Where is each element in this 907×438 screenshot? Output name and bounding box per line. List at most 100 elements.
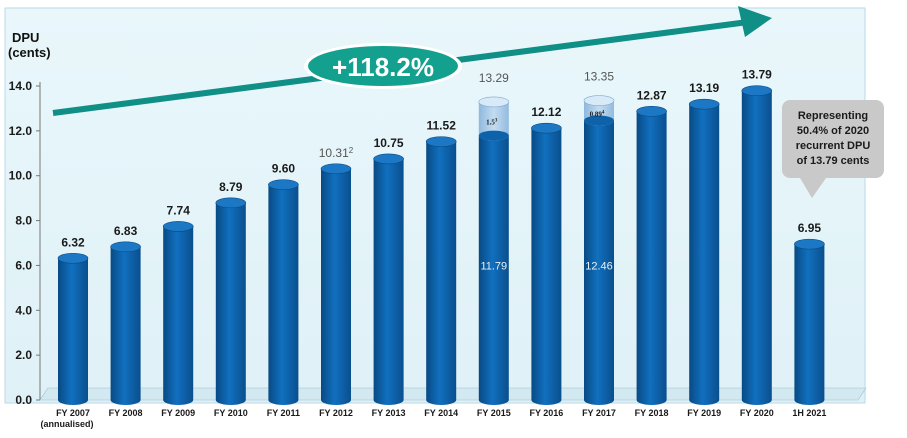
bar-value-label: 12.12 xyxy=(531,105,561,119)
x-tick-label: FY 2015 xyxy=(477,408,511,418)
bar-body xyxy=(636,111,667,405)
bar-body xyxy=(215,202,246,405)
label-layer: 6.32 FY 2007(annualised) 6.83 FY 2008 7.74 FY… xyxy=(40,68,826,429)
bar-cap xyxy=(478,96,510,108)
bar-body xyxy=(58,258,88,405)
bar-layer xyxy=(57,85,825,406)
bar-top-segment xyxy=(478,101,509,141)
segment-footnote: 4 xyxy=(602,111,605,116)
x-tick-label: FY 2012 xyxy=(319,408,353,418)
bar-base-label: 12.46 xyxy=(585,260,613,272)
bar-body xyxy=(794,244,825,405)
y-tick-label: 8.0 xyxy=(15,214,32,228)
bar xyxy=(162,221,194,405)
y-tick-label: 14.0 xyxy=(9,79,33,93)
bar-cap xyxy=(583,95,615,106)
bar-cap xyxy=(425,136,457,147)
x-tick-sublabel: (annualised) xyxy=(40,419,93,429)
y-tick-label: 6.0 xyxy=(15,258,32,272)
bar-cap xyxy=(741,85,773,97)
bar-body xyxy=(689,104,720,405)
bar-cap xyxy=(531,122,562,134)
bar-body xyxy=(321,168,351,405)
bar-cap xyxy=(794,238,825,250)
value-footnote: 2 xyxy=(349,146,354,155)
segment-footnote: 3 xyxy=(495,119,498,124)
callout-line: recurrent DPU xyxy=(796,140,871,152)
bar-value-label: 13.19 xyxy=(689,81,719,95)
bar-cap xyxy=(320,163,352,175)
bar-value-label: 6.83 xyxy=(114,224,138,238)
bar-body xyxy=(741,90,772,406)
bar-body xyxy=(373,158,404,405)
x-tick-label: 1H 2021 xyxy=(792,408,826,418)
bar-value-label: 10.312 xyxy=(319,146,354,160)
y-axis-label-line2: (cents) xyxy=(8,45,51,60)
x-tick-label: FY 2014 xyxy=(424,408,458,418)
callout-line: 50.4% of 2020 xyxy=(797,125,869,137)
y-tick-label: 12.0 xyxy=(9,124,33,138)
growth-label: +118.2% xyxy=(332,52,434,82)
bar-base-segment xyxy=(478,135,509,405)
x-tick-label: FY 2020 xyxy=(740,408,774,418)
bar-body xyxy=(163,226,194,405)
bar xyxy=(268,179,299,405)
bar-cap xyxy=(268,179,299,190)
callout-line: of 13.79 cents xyxy=(797,155,870,167)
bar-cap xyxy=(636,106,667,117)
bar-cap xyxy=(373,153,404,165)
bar xyxy=(636,106,667,405)
bar-base-label: 11.79 xyxy=(480,260,507,272)
x-tick-label: FY 2017 xyxy=(582,408,616,418)
x-tick-label: FY 2019 xyxy=(687,408,721,418)
segment-divider xyxy=(584,115,614,126)
bar-cap xyxy=(110,241,141,253)
x-tick-label: FY 2009 xyxy=(161,408,195,418)
bar-value-label: 10.75 xyxy=(374,136,404,150)
bar-cap xyxy=(688,98,720,110)
x-tick-label: FY 2008 xyxy=(109,408,143,418)
x-tick-label: FY 2011 xyxy=(267,408,300,418)
y-tick-label: 4.0 xyxy=(15,303,32,317)
bar-cap xyxy=(57,252,89,264)
bar xyxy=(583,95,615,405)
bar xyxy=(531,122,562,405)
bar xyxy=(57,252,89,405)
bar xyxy=(741,85,773,406)
bar-body xyxy=(268,184,299,405)
arrow-head-icon xyxy=(738,6,772,37)
growth-badge: +118.2% xyxy=(304,43,462,89)
x-tick-label: FY 2007 xyxy=(56,408,90,418)
bar xyxy=(688,98,720,405)
x-tick-label: FY 2013 xyxy=(372,408,406,418)
x-tick-label: FY 2016 xyxy=(529,408,563,418)
bar xyxy=(478,96,510,405)
bar-value-label: 11.52 xyxy=(427,119,457,133)
bar-value-label: 6.95 xyxy=(798,221,822,235)
bar xyxy=(320,163,352,405)
bar-segment-label: 0.894 xyxy=(590,111,605,119)
bar-value-label: 13.29 xyxy=(479,71,509,85)
y-tick-label: 10.0 xyxy=(9,169,33,183)
y-tick-label: 0.0 xyxy=(15,393,32,407)
bar xyxy=(794,238,825,405)
bar-body xyxy=(426,141,457,405)
bar-cap xyxy=(215,197,247,209)
bar xyxy=(110,241,141,405)
bar-value-label: 7.74 xyxy=(167,203,191,217)
callout-text: Representing 50.4% of 2020 recurrent DPU of… xyxy=(796,110,871,167)
callout-line: Representing xyxy=(798,110,868,122)
callout-bubble: Representing 50.4% of 2020 recurrent DPU of… xyxy=(782,100,884,198)
bar xyxy=(215,197,247,405)
bar-value-label: 9.60 xyxy=(272,162,296,176)
x-tick-label: FY 2018 xyxy=(635,408,669,418)
segment-divider xyxy=(478,130,509,141)
bar-value-label: 8.79 xyxy=(219,180,243,194)
y-tick-label: 2.0 xyxy=(15,348,32,362)
bar-segment-label: 1.53 xyxy=(486,119,498,127)
bar-value-label: 12.87 xyxy=(637,88,667,102)
bar-body xyxy=(110,246,141,405)
y-axis-label-line1: DPU xyxy=(12,30,39,45)
bar-value-label: 6.32 xyxy=(61,235,85,249)
